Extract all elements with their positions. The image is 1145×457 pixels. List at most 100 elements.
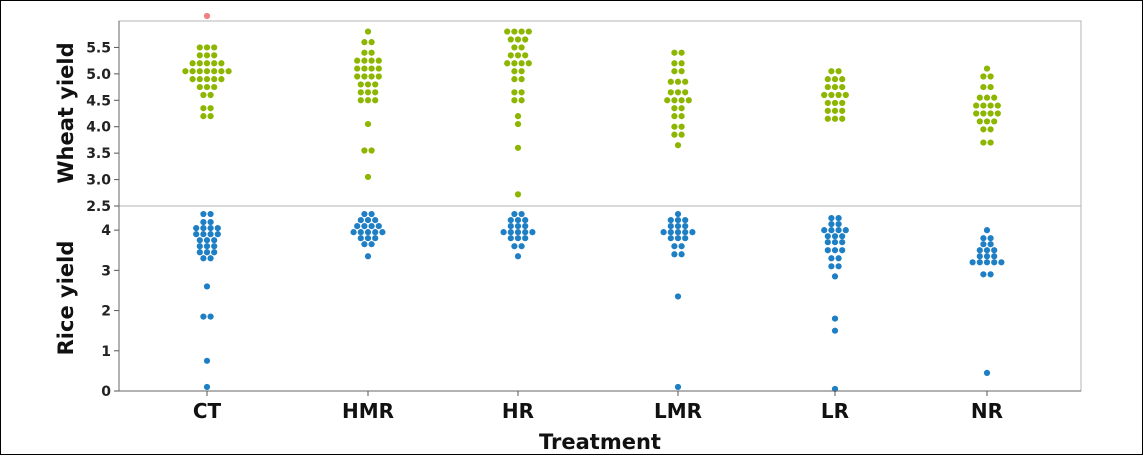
data-point [507, 216, 514, 224]
data-point [839, 99, 846, 107]
data-point [831, 233, 839, 240]
data-point [828, 214, 835, 222]
data-point [203, 237, 211, 244]
data-point [969, 259, 976, 266]
data-point [207, 113, 214, 120]
data-point [831, 247, 839, 254]
data-point [835, 227, 842, 234]
data-point [973, 110, 980, 117]
data-point [500, 229, 507, 236]
data-point [831, 327, 839, 334]
data-point [678, 60, 685, 67]
data-point [980, 241, 987, 248]
data-point [214, 225, 221, 232]
x-axis-title: Treatment [539, 430, 661, 454]
data-point [835, 263, 842, 270]
data-point [225, 68, 232, 75]
data-point [671, 105, 678, 112]
data-point [203, 68, 211, 75]
data-point [357, 89, 364, 96]
data-point [203, 383, 211, 391]
data-point [682, 89, 689, 96]
data-point [980, 271, 987, 278]
data-point [987, 271, 994, 278]
data-point [361, 39, 368, 46]
data-point [211, 68, 218, 75]
data-point [218, 68, 225, 75]
data-point [200, 105, 207, 112]
data-point [525, 28, 532, 35]
data-point [839, 107, 846, 114]
x-tick-label: CT [193, 399, 222, 423]
data-point [361, 49, 368, 56]
data-point [361, 57, 368, 64]
data-point [207, 255, 214, 262]
data-point [518, 243, 525, 250]
data-point [514, 120, 522, 128]
data-point [511, 243, 518, 250]
data-point [200, 210, 207, 218]
data-point [518, 97, 525, 104]
y-tick-label: 2 [101, 304, 111, 320]
data-point [831, 83, 839, 91]
data-point [828, 220, 835, 228]
data-point [980, 110, 987, 117]
data-point [357, 81, 364, 88]
data-point [196, 83, 203, 91]
data-point [514, 36, 522, 43]
data-point [987, 235, 994, 242]
data-point [514, 216, 522, 224]
data-point [976, 259, 983, 266]
data-point [514, 144, 522, 151]
y-tick-label: 3 [101, 263, 111, 279]
data-point [835, 220, 842, 228]
data-point [211, 60, 218, 67]
data-point [529, 229, 536, 236]
data-point [368, 223, 375, 230]
data-point [518, 210, 525, 218]
data-point [200, 231, 207, 238]
data-point [364, 81, 372, 88]
data-point [983, 369, 991, 377]
data-point [671, 97, 678, 104]
data-point [379, 229, 386, 236]
data-point [674, 78, 682, 85]
data-point [368, 73, 375, 80]
y-tick-label: 3.5 [86, 146, 111, 162]
data-point [211, 249, 218, 256]
y-tick-label: 2.5 [86, 199, 111, 215]
data-point [685, 97, 692, 104]
y-axes: 2.5 3.0 3.5 4.0 4.5 5.0 5.5 0 1 2 3 4 [86, 21, 120, 400]
data-point [368, 210, 375, 218]
data-point [831, 107, 839, 114]
data-point [828, 68, 835, 75]
data-point [361, 223, 368, 230]
data-point [375, 57, 382, 64]
data-point [504, 28, 511, 35]
data-point [994, 102, 1001, 109]
data-point [674, 89, 682, 96]
data-point [678, 49, 685, 56]
data-point [983, 253, 991, 260]
data-point [507, 223, 514, 230]
outlier-point [203, 12, 211, 20]
data-point [671, 68, 678, 75]
data-point [824, 107, 831, 114]
data-point [364, 229, 372, 236]
data-point [518, 44, 525, 51]
data-point [682, 223, 689, 230]
data-point [839, 247, 846, 254]
data-point [211, 243, 218, 250]
data-point [361, 241, 368, 248]
data-point [976, 247, 983, 254]
data-point [357, 235, 364, 242]
y-tick-label: 0 [101, 384, 111, 400]
data-point [375, 65, 382, 72]
data-point [207, 225, 214, 232]
data-point [203, 357, 211, 364]
data-point [682, 216, 689, 224]
data-point [375, 73, 382, 80]
data-point [842, 91, 849, 99]
data-point [518, 60, 525, 67]
